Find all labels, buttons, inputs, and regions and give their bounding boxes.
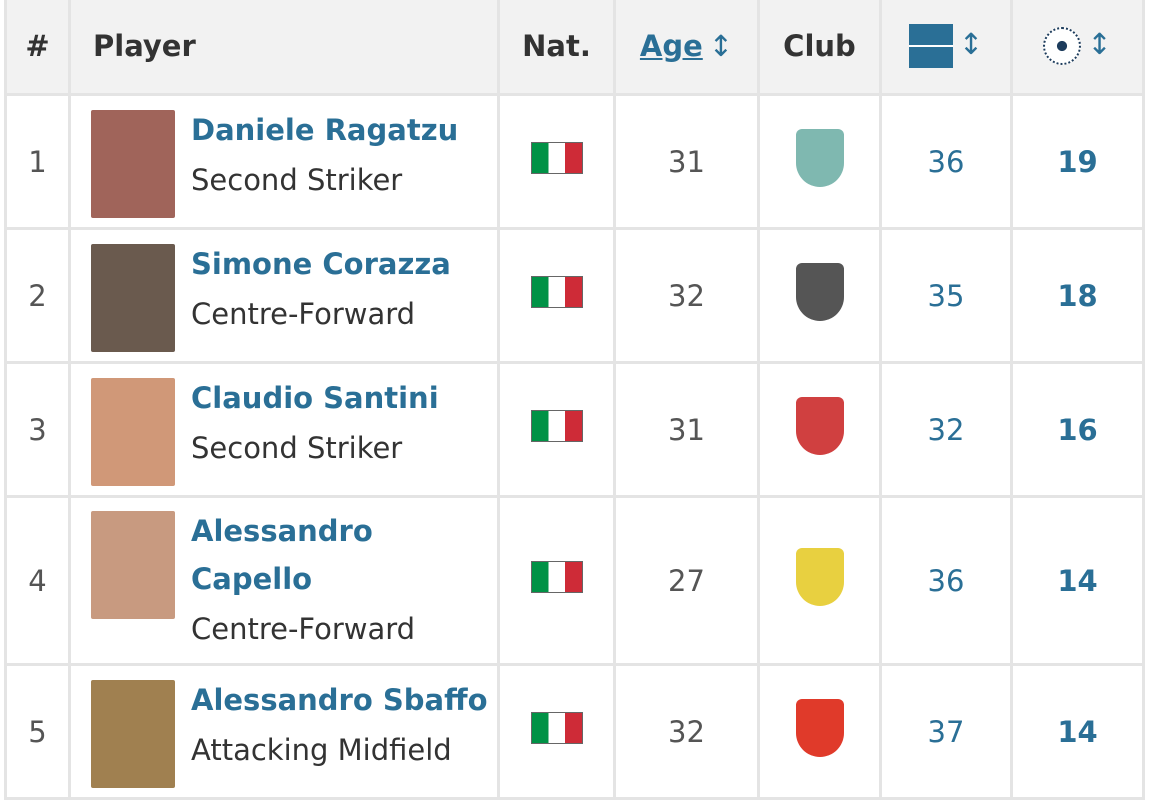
club-crest-icon[interactable] (795, 129, 844, 187)
goals-cell[interactable]: 19 (1010, 93, 1145, 230)
appearances-cell[interactable]: 36 (879, 93, 1013, 230)
club-crest-icon[interactable] (795, 397, 844, 455)
table-row: 1 Daniele Ragatzu Second Striker 31 36 19 (4, 93, 1145, 230)
player-name-link[interactable]: Claudio Santini (191, 380, 439, 415)
player-name-link[interactable]: Simone Corazza (191, 246, 451, 281)
player-cell: Alessandro Sbaffo Attacking Midfield (68, 663, 500, 800)
italy-flag-icon (530, 561, 583, 593)
goals-cell[interactable]: 16 (1010, 361, 1145, 498)
header-nat: Nat. (497, 0, 616, 96)
player-name-link[interactable]: Alessandro Sbaffo (191, 682, 488, 717)
club-cell (757, 663, 882, 800)
pitch-icon[interactable] (908, 24, 953, 68)
club-cell (757, 93, 882, 230)
player-photo[interactable] (91, 109, 175, 218)
sort-icon[interactable]: ↕ (708, 29, 734, 63)
player-cell: Alessandro Capello Centre-Forward (68, 495, 500, 666)
age-cell: 32 (613, 227, 760, 364)
nationality-cell (497, 663, 616, 800)
header-rank: # (4, 0, 71, 96)
appearances-cell[interactable]: 37 (879, 663, 1013, 800)
player-cell: Claudio Santini Second Striker (68, 361, 500, 498)
rank-cell: 3 (4, 361, 71, 498)
rank-cell: 2 (4, 227, 71, 364)
italy-flag-icon (530, 410, 583, 442)
goals-cell[interactable]: 14 (1010, 663, 1145, 800)
header-row: # Player Nat. Age ↕ Club ↕ ↕ (4, 0, 1145, 96)
player-photo[interactable] (91, 510, 175, 619)
header-player: Player (68, 0, 500, 96)
appearances-cell[interactable]: 36 (879, 495, 1013, 666)
club-cell (757, 227, 882, 364)
player-name-link[interactable]: Daniele Ragatzu (191, 112, 459, 147)
top-scorers-table: # Player Nat. Age ↕ Club ↕ ↕ 1 Daniele Ra… (4, 0, 1145, 800)
club-crest-icon[interactable] (795, 699, 844, 757)
age-cell: 31 (613, 93, 760, 230)
player-position: Attacking Midfield (191, 732, 452, 767)
rank-cell: 5 (4, 663, 71, 800)
player-position: Centre-Forward (191, 296, 416, 331)
italy-flag-icon (530, 712, 583, 744)
rank-cell: 4 (4, 495, 71, 666)
header-club: Club (757, 0, 882, 96)
appearances-cell[interactable]: 35 (879, 227, 1013, 364)
sort-icon[interactable]: ↕ (1087, 27, 1112, 61)
player-position: Second Striker (191, 162, 403, 197)
italy-flag-icon (530, 142, 583, 174)
nationality-cell (497, 93, 616, 230)
goals-cell[interactable]: 14 (1010, 495, 1145, 666)
table-row: 3 Claudio Santini Second Striker 31 32 16 (4, 361, 1145, 498)
goals-cell[interactable]: 18 (1010, 227, 1145, 364)
italy-flag-icon (530, 276, 583, 308)
header-appearances-sort[interactable]: ↕ (879, 0, 1013, 96)
table-row: 4 Alessandro Capello Centre-Forward 27 36… (4, 495, 1145, 666)
player-position: Second Striker (191, 430, 403, 465)
player-cell: Simone Corazza Centre-Forward (68, 227, 500, 364)
club-crest-icon[interactable] (795, 263, 844, 321)
player-name-link[interactable]: Alessandro Capello (191, 513, 373, 596)
player-position: Centre-Forward (191, 611, 416, 646)
age-sort-link[interactable]: Age (639, 29, 703, 63)
ball-icon[interactable] (1043, 27, 1082, 65)
club-cell (757, 361, 882, 498)
nationality-cell (497, 227, 616, 364)
age-cell: 32 (613, 663, 760, 800)
age-cell: 31 (613, 361, 760, 498)
player-cell: Daniele Ragatzu Second Striker (68, 93, 500, 230)
rank-cell: 1 (4, 93, 71, 230)
player-photo[interactable] (91, 377, 175, 486)
club-cell (757, 495, 882, 666)
header-goals-sort[interactable]: ↕ (1010, 0, 1145, 96)
appearances-cell[interactable]: 32 (879, 361, 1013, 498)
table-row: 2 Simone Corazza Centre-Forward 32 35 18 (4, 227, 1145, 364)
header-age-sort[interactable]: Age ↕ (613, 0, 760, 96)
sort-icon[interactable]: ↕ (958, 27, 984, 61)
table-row: 5 Alessandro Sbaffo Attacking Midfield 32… (4, 663, 1145, 800)
player-photo[interactable] (91, 243, 175, 352)
nationality-cell (497, 495, 616, 666)
nationality-cell (497, 361, 616, 498)
player-photo[interactable] (91, 679, 175, 788)
club-crest-icon[interactable] (795, 548, 844, 606)
age-cell: 27 (613, 495, 760, 666)
